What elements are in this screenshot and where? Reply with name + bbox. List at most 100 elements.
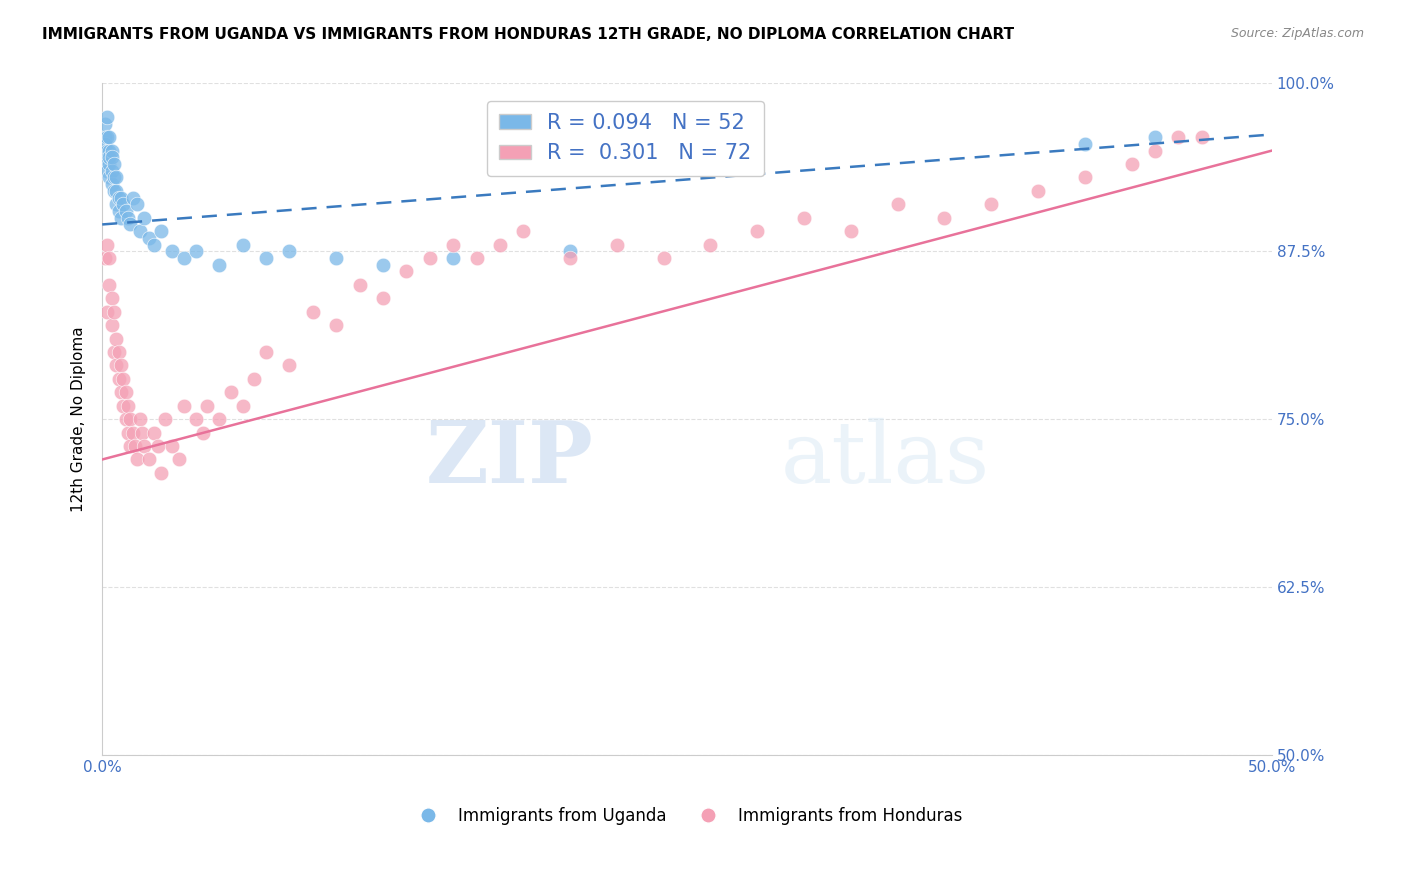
Point: [105, 332, 128, 346]
Point: [301, 305, 323, 319]
Point: [105, 184, 128, 198]
Point: [1143, 144, 1166, 158]
Point: [96, 130, 118, 145]
Point: [98, 150, 121, 164]
Point: [243, 372, 266, 386]
Y-axis label: 12th Grade, No Diploma: 12th Grade, No Diploma: [72, 326, 86, 512]
Point: [96, 157, 118, 171]
Point: [98, 170, 121, 185]
Point: [191, 425, 214, 440]
Point: [441, 237, 464, 252]
Point: [93, 150, 115, 164]
Point: [100, 163, 122, 178]
Point: [100, 144, 122, 158]
Point: [96, 110, 118, 124]
Point: [120, 218, 142, 232]
Point: [96, 163, 118, 178]
Point: [232, 399, 254, 413]
Point: [208, 412, 231, 426]
Point: [747, 224, 769, 238]
Point: [93, 136, 115, 151]
Point: [112, 197, 135, 211]
Point: [512, 224, 534, 238]
Point: [1191, 130, 1213, 145]
Point: [98, 144, 121, 158]
Point: [96, 144, 118, 158]
Point: [103, 305, 125, 319]
Point: [254, 251, 277, 265]
Point: [441, 251, 464, 265]
Point: [197, 399, 219, 413]
Point: [117, 425, 139, 440]
Point: [93, 130, 115, 145]
Point: [112, 372, 135, 386]
Point: [93, 251, 115, 265]
Point: [96, 237, 118, 252]
Point: [395, 264, 418, 278]
Text: atlas: atlas: [780, 418, 990, 501]
Point: [103, 170, 125, 185]
Point: [100, 177, 122, 191]
Point: [114, 412, 136, 426]
Point: [138, 452, 160, 467]
Point: [127, 452, 149, 467]
Text: Source: ZipAtlas.com: Source: ZipAtlas.com: [1230, 27, 1364, 40]
Point: [232, 237, 254, 252]
Point: [934, 211, 956, 225]
Point: [162, 244, 184, 259]
Point: [208, 258, 231, 272]
Point: [980, 197, 1002, 211]
Point: [127, 197, 149, 211]
Point: [142, 237, 165, 252]
Point: [1143, 130, 1166, 145]
Legend: Immigrants from Uganda, Immigrants from Honduras: Immigrants from Uganda, Immigrants from …: [405, 800, 969, 831]
Point: [149, 224, 172, 238]
Point: [110, 191, 132, 205]
Point: [162, 439, 184, 453]
Point: [142, 425, 165, 440]
Point: [96, 305, 118, 319]
Point: [110, 359, 132, 373]
Point: [121, 191, 143, 205]
Point: [105, 170, 128, 185]
Point: [558, 244, 581, 259]
Point: [100, 291, 122, 305]
Text: ZIP: ZIP: [426, 417, 593, 501]
Point: [1074, 136, 1097, 151]
Point: [105, 359, 128, 373]
Point: [110, 385, 132, 400]
Point: [107, 191, 129, 205]
Point: [117, 211, 139, 225]
Point: [371, 291, 394, 305]
Point: [419, 251, 441, 265]
Point: [148, 439, 170, 453]
Point: [839, 224, 862, 238]
Point: [325, 251, 347, 265]
Point: [1026, 184, 1049, 198]
Point: [465, 251, 488, 265]
Point: [98, 251, 121, 265]
Point: [371, 258, 394, 272]
Point: [173, 251, 195, 265]
Point: [103, 184, 125, 198]
Point: [93, 117, 115, 131]
Point: [124, 439, 146, 453]
Point: [169, 452, 191, 467]
Point: [114, 385, 136, 400]
Point: [112, 399, 135, 413]
Point: [110, 211, 132, 225]
Point: [184, 244, 207, 259]
Point: [120, 439, 142, 453]
Point: [489, 237, 512, 252]
Point: [134, 439, 156, 453]
Point: [278, 244, 301, 259]
Point: [184, 412, 207, 426]
Point: [128, 224, 150, 238]
Point: [120, 412, 142, 426]
Point: [278, 359, 301, 373]
Point: [134, 211, 156, 225]
Point: [100, 318, 122, 333]
Point: [325, 318, 347, 333]
Point: [173, 399, 195, 413]
Point: [107, 345, 129, 359]
